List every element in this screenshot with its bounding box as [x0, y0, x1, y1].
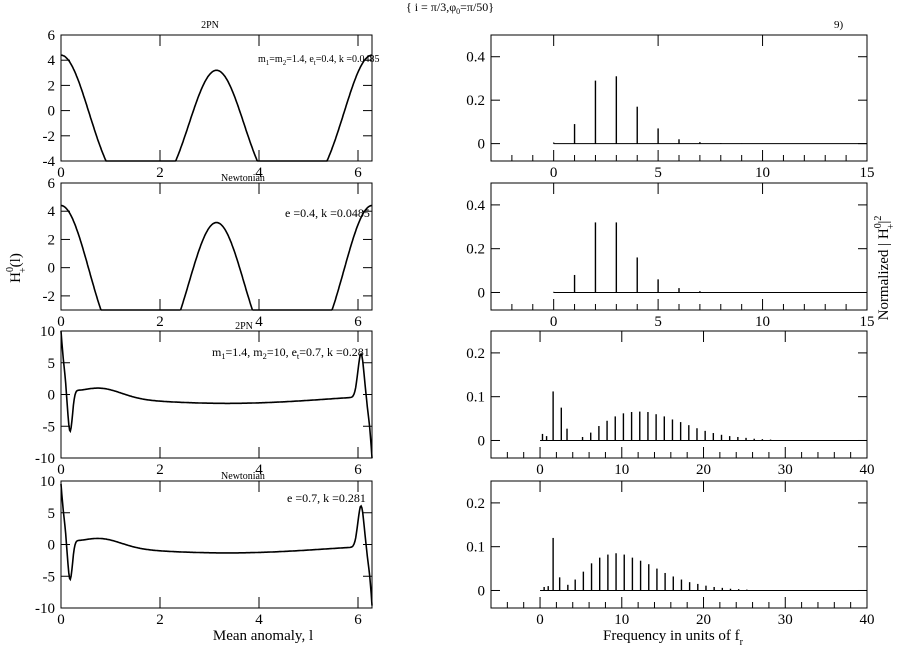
x-tick-label: 6: [354, 165, 362, 181]
x-tick-label: 2: [156, 314, 164, 330]
x-tick-label: 20: [696, 462, 711, 478]
series-line: [61, 204, 372, 311]
panel-p3: 0 2 4 6 -10 -5 0 5 10 2PN m1=1.4, m2=10, et=0.7, k…: [35, 321, 373, 478]
figure-label: 9): [834, 19, 844, 31]
panel-title: 2PN: [201, 20, 219, 31]
plot-frame: [490, 480, 868, 609]
y-tick-label: 10: [40, 474, 55, 490]
x-tick-label: 6: [354, 314, 362, 330]
x-tick-label: 0: [57, 612, 65, 628]
x-tick-label: 2: [156, 612, 164, 628]
x-tick-label: 15: [860, 165, 875, 181]
panel-annotation: e =0.4, k =0.0485: [285, 206, 370, 220]
x-tick-label: 2: [156, 165, 164, 181]
panel-p1: 0 2 4 6 -4 -2 0 2 4 6 2PN m1=m2=1.4, et=0.4, k =0.0…: [43, 20, 380, 181]
panel-annotation: m1=m2=1.4, et=0.4, k =0.0485: [258, 54, 380, 67]
left-x-axis-label: Mean anomaly, l: [213, 628, 313, 644]
y-tick-label: 0: [478, 583, 486, 599]
y-tick-label: 0: [48, 104, 56, 120]
y-tick-label: 0.1: [466, 540, 485, 556]
y-tick-label: 6: [48, 176, 56, 192]
y-tick-label: 4: [48, 204, 56, 220]
y-tick-label: 2: [48, 78, 56, 94]
x-tick-label: 15: [860, 314, 875, 330]
x-tick-label: 4: [255, 462, 263, 478]
panel-annotation: e =0.7, k =0.281: [287, 491, 366, 505]
right-x-axis-label: Frequency in units of fr: [603, 628, 744, 648]
x-tick-label: 0: [550, 165, 558, 181]
figure-title: { i = π/3,φ0=π/50}: [406, 0, 494, 16]
y-tick-label: 0.1: [466, 390, 485, 406]
y-tick-label: -10: [35, 451, 55, 467]
x-tick-label: 6: [354, 462, 362, 478]
y-tick-label: 0: [48, 388, 56, 404]
x-tick-label: 2: [156, 462, 164, 478]
x-tick-label: 0: [57, 314, 65, 330]
plot-frame: [60, 34, 373, 162]
y-tick-label: 6: [48, 28, 56, 44]
x-tick-label: 40: [860, 612, 875, 628]
y-tick-label: -4: [43, 154, 56, 170]
x-tick-label: 30: [778, 462, 793, 478]
y-tick-label: 0.2: [466, 496, 485, 512]
panel-title: 2PN: [235, 321, 253, 332]
x-tick-label: 0: [57, 462, 65, 478]
x-tick-label: 0: [536, 462, 544, 478]
series-line: [60, 483, 373, 606]
y-tick-label: 0.4: [466, 50, 485, 66]
x-tick-label: 6: [354, 612, 362, 628]
y-tick-label: 10: [40, 324, 55, 340]
plot-frame: [490, 330, 868, 459]
panel-s1: 0 5 10 15 0 0.2 0.4: [466, 34, 875, 181]
x-tick-label: 40: [860, 462, 875, 478]
plot-frame: [60, 182, 373, 311]
y-tick-label: 0: [478, 285, 486, 301]
left-y-axis-label: H0 +(l): [5, 253, 29, 283]
x-tick-label: 30: [778, 612, 793, 628]
x-tick-label: 10: [614, 462, 629, 478]
y-tick-label: 0: [478, 137, 486, 153]
x-tick-label: 4: [255, 612, 263, 628]
y-tick-label: 2: [48, 232, 56, 248]
y-tick-label: 0.2: [466, 346, 485, 362]
y-tick-label: 0.2: [466, 242, 485, 258]
y-tick-label: -2: [43, 129, 56, 145]
y-tick-label: 5: [48, 506, 56, 522]
series-line: [60, 330, 373, 459]
y-tick-label: 0: [48, 261, 56, 277]
y-tick-label: -5: [43, 569, 56, 585]
x-tick-label: 5: [654, 314, 662, 330]
x-tick-label: 10: [614, 612, 629, 628]
series-line: [61, 54, 372, 162]
panel-title: Newtonian: [221, 173, 265, 184]
panel-s2: 0 5 10 15 0 0.2 0.4: [466, 182, 875, 330]
y-tick-label: -10: [35, 601, 55, 617]
y-tick-label: -2: [43, 289, 56, 305]
x-tick-label: 0: [550, 314, 558, 330]
panel-s3: 0 10 20 30 40 0 0.1 0.2: [466, 330, 875, 478]
x-tick-label: 5: [654, 165, 662, 181]
y-tick-label: 5: [48, 356, 56, 372]
y-tick-label: 4: [48, 53, 56, 69]
x-tick-label: 10: [755, 314, 770, 330]
x-tick-label: 10: [755, 165, 770, 181]
x-tick-label: 4: [255, 165, 263, 181]
panel-annotation: m1=1.4, m2=10, et=0.7, k =0.281: [212, 345, 370, 361]
y-tick-label: -5: [43, 419, 56, 435]
y-tick-label: 0.2: [466, 93, 485, 109]
y-tick-label: 0: [478, 433, 486, 449]
right-y-axis-label: Normalized | H0 +|2: [873, 216, 897, 321]
panel-title: Newtonian: [221, 471, 265, 482]
panel-p4: 0 2 4 6 -10 -5 0 5 10 Newtonian e =0.7, k =0.281: [35, 471, 373, 628]
x-tick-label: 20: [696, 612, 711, 628]
y-tick-label: 0: [48, 538, 56, 554]
panel-s4: 0 10 20 30 40 0 0.1 0.2: [466, 480, 875, 628]
x-tick-label: 4: [255, 314, 263, 330]
x-tick-label: 0: [57, 165, 65, 181]
x-tick-label: 0: [536, 612, 544, 628]
y-tick-label: 0.4: [466, 198, 485, 214]
